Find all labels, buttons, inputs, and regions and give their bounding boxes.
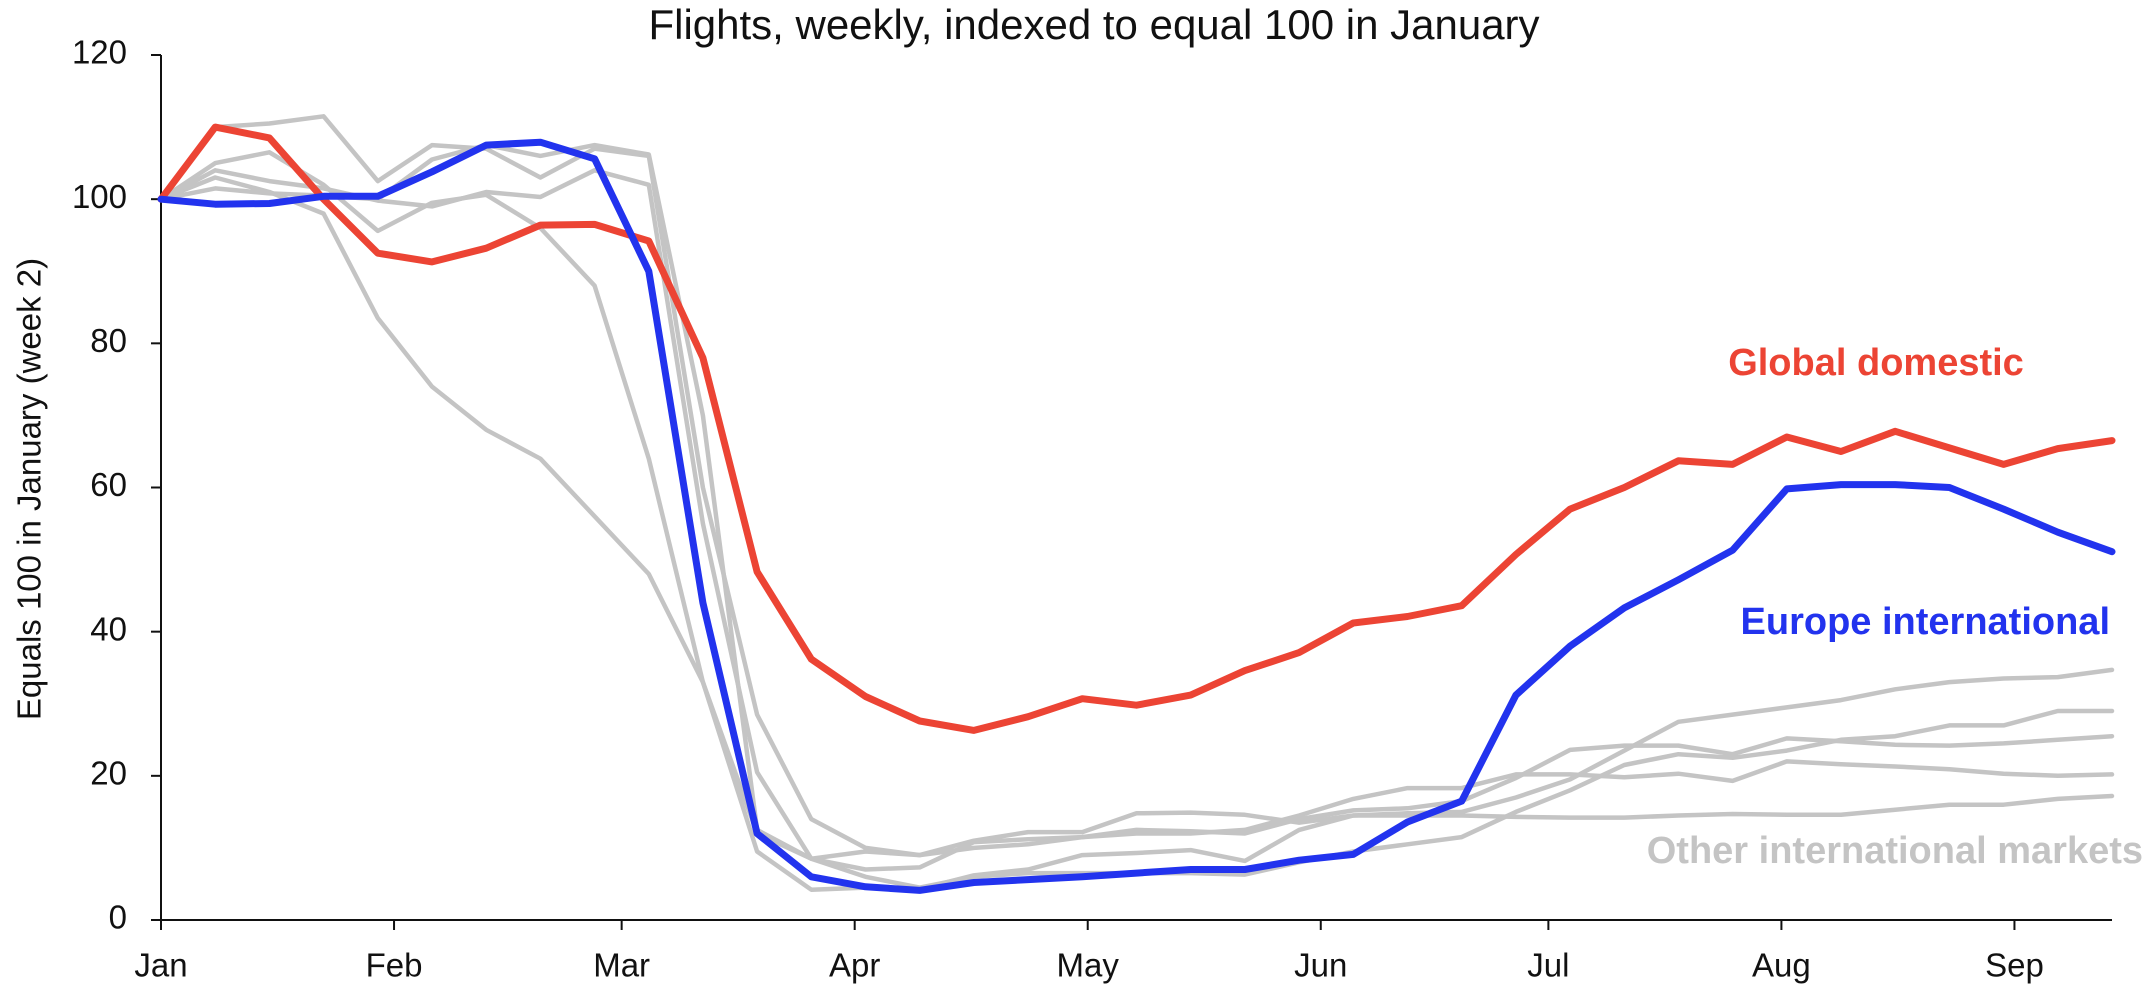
y-tick-label: 0 — [109, 899, 127, 936]
x-tick-label: May — [1057, 947, 1120, 984]
x-tick-label: Mar — [593, 947, 650, 984]
series-label: Europe international — [1741, 601, 2110, 643]
y-tick-label: 60 — [90, 466, 127, 503]
y-tick-label: 20 — [90, 755, 127, 792]
series-line — [158, 150, 2115, 892]
x-tick-label: Apr — [829, 947, 880, 984]
x-tick-label: Aug — [1752, 947, 1811, 984]
series-label: Global domestic — [1728, 342, 2024, 384]
y-tick-label: 80 — [90, 322, 127, 359]
x-tick-label: Sep — [1985, 947, 2044, 984]
x-tick-label: Jun — [1294, 947, 1347, 984]
y-axis-label: Equals 100 in January (week 2) — [11, 258, 48, 720]
series-label: Other international markets — [1647, 830, 2143, 872]
series-line — [157, 123, 2116, 734]
x-tick-label: Jan — [134, 947, 187, 984]
series-line — [158, 175, 2115, 890]
series-line — [157, 138, 2116, 894]
x-tick-label: Jul — [1527, 947, 1569, 984]
y-tick-label: 100 — [72, 178, 127, 215]
series-line — [158, 168, 2115, 861]
y-tick-label: 40 — [90, 610, 127, 647]
chart-title: Flights, weekly, indexed to equal 100 in… — [648, 1, 1539, 48]
x-tick-label: Feb — [366, 947, 423, 984]
y-tick-label: 120 — [72, 34, 127, 71]
